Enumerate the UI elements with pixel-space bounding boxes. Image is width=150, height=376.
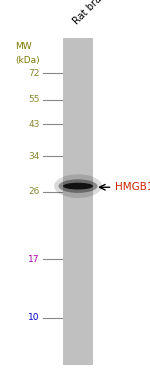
Text: (kDa): (kDa) xyxy=(15,56,40,65)
Text: HMGB1: HMGB1 xyxy=(116,182,150,192)
Text: 34: 34 xyxy=(28,152,40,161)
Text: 17: 17 xyxy=(28,255,40,264)
Text: 43: 43 xyxy=(28,120,40,129)
Bar xyxy=(63,38,93,365)
Text: 55: 55 xyxy=(28,95,40,104)
Ellipse shape xyxy=(58,179,98,193)
Text: 72: 72 xyxy=(28,69,40,78)
Text: MW: MW xyxy=(15,42,32,51)
Text: Rat brain: Rat brain xyxy=(71,0,110,26)
Text: 26: 26 xyxy=(28,187,40,196)
Ellipse shape xyxy=(63,183,93,190)
Text: 10: 10 xyxy=(28,313,40,322)
Ellipse shape xyxy=(54,174,102,198)
